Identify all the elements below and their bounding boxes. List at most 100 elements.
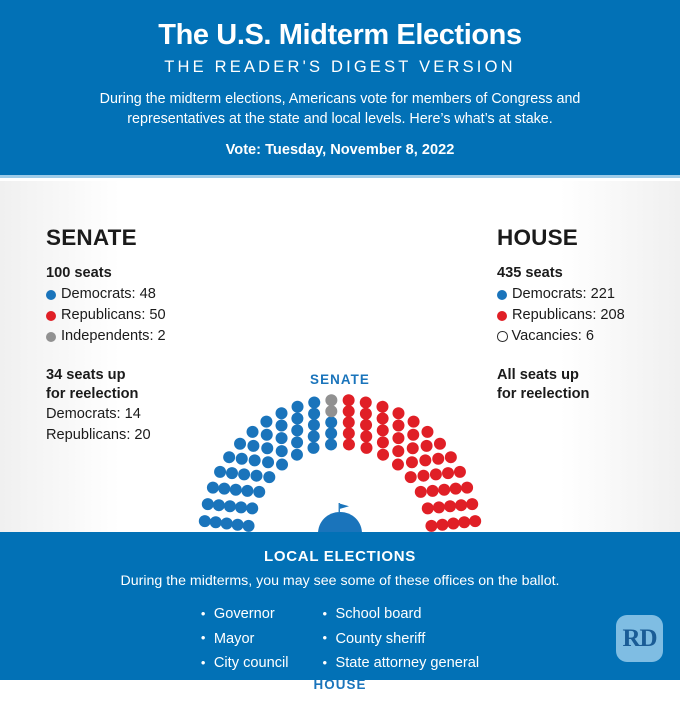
seat-dot	[225, 467, 238, 480]
left-gradient	[0, 181, 120, 532]
seat-dot	[201, 498, 214, 511]
blue-dot-icon	[46, 289, 56, 300]
list-item: Governor	[201, 602, 289, 627]
seat-dot	[261, 442, 274, 455]
seat-dot	[360, 419, 373, 432]
page-subtitle: THE READER'S DIGEST VERSION	[164, 58, 516, 76]
offices-column-1: Governor Mayor City council	[201, 602, 289, 676]
seat-dot	[308, 396, 321, 409]
seat-dot	[421, 425, 434, 438]
readers-digest-logo: RD	[616, 615, 663, 662]
seat-dot	[392, 419, 405, 432]
seat-dot	[342, 416, 355, 429]
house-legend-label: Republicans: 208	[512, 307, 625, 323]
senate-heading: SENATE	[46, 225, 137, 250]
seat-dot	[406, 442, 419, 455]
seat-dot	[404, 471, 417, 484]
seat-dot	[342, 405, 355, 418]
blue-dot-icon	[497, 289, 507, 300]
red-dot-icon	[46, 310, 56, 321]
seat-dot	[425, 519, 438, 532]
list-item: County sheriff	[323, 626, 480, 652]
house-legend-label: Vacancies: 6	[511, 328, 594, 344]
seat-dot	[442, 467, 455, 480]
seat-dot	[447, 517, 460, 530]
seat-dot	[359, 396, 372, 409]
house-legend-republicans: Republicans: 208	[497, 305, 680, 326]
seat-dot	[291, 436, 304, 449]
senate-legend-label: Democrats: 48	[61, 286, 156, 302]
seat-dot	[246, 425, 259, 438]
list-item: Mayor	[201, 626, 289, 652]
seat-dot	[421, 502, 434, 515]
seat-dot	[214, 465, 227, 478]
seat-dot	[260, 415, 273, 428]
house-panel: HOUSE 435 seats Democrats: 221 Republica…	[497, 225, 680, 404]
seat-dot	[209, 516, 222, 529]
house-reelection-heading-line1: All seats up	[497, 367, 579, 383]
seat-dot	[307, 430, 320, 443]
seat-dot	[376, 424, 389, 437]
seat-dot	[234, 437, 247, 450]
hollow-circle-icon	[497, 331, 508, 342]
seat-dot	[436, 518, 449, 531]
seat-dot	[248, 454, 261, 467]
house-legend-democrats: Democrats: 221	[497, 284, 680, 305]
seat-dot	[469, 515, 482, 528]
seat-dot	[275, 407, 288, 420]
diagram-senate-label: SENATE	[310, 372, 370, 387]
red-dot-icon	[497, 310, 507, 321]
seat-dot	[392, 407, 405, 420]
seat-dot	[241, 484, 254, 497]
seat-dot	[308, 407, 321, 420]
seat-dot	[392, 432, 405, 445]
senate-reelection-republicans: Republicans: 20	[46, 427, 151, 443]
seat-dot	[342, 438, 355, 451]
seat-dot	[275, 432, 288, 445]
seat-dot	[325, 416, 338, 429]
senate-panel: SENATE 100 seats Democrats: 48 Republica…	[46, 225, 236, 446]
seat-dot	[455, 499, 468, 512]
header-divider	[0, 175, 680, 178]
senate-legend-republicans: Republicans: 50	[46, 305, 236, 326]
seat-dot	[376, 412, 389, 425]
seat-dot	[444, 451, 457, 464]
seat-dot	[307, 419, 320, 432]
seat-dot	[325, 427, 338, 440]
logo-text: RD	[622, 625, 657, 652]
seat-dot	[407, 415, 420, 428]
infographic-page: The U.S. Midterm Elections THE READER'S …	[0, 0, 680, 680]
seat-dot	[198, 515, 211, 528]
seat-dot	[429, 468, 442, 481]
seat-dot	[206, 481, 219, 494]
seat-dot	[253, 485, 266, 498]
seat-dot	[432, 501, 445, 514]
seat-dot	[342, 427, 355, 440]
seat-dot	[342, 394, 355, 407]
footer-note: During the midterms, you may see some of…	[120, 573, 560, 589]
seat-dot	[291, 412, 304, 425]
seat-dot	[246, 502, 259, 515]
seat-dot	[229, 483, 242, 496]
offices-lists: Governor Mayor City council School board…	[0, 602, 680, 676]
seat-dot	[223, 500, 236, 513]
senate-legend-label: Republicans: 50	[61, 307, 166, 323]
seat-dot	[466, 498, 479, 511]
seat-dot	[376, 400, 389, 413]
header-banner: The U.S. Midterm Elections THE READER'S …	[0, 0, 680, 178]
seat-dot	[238, 468, 251, 481]
house-reelection-block: All seats up for reelection	[497, 366, 680, 404]
local-elections-banner: LOCAL ELECTIONS During the midterms, you…	[0, 532, 680, 680]
senate-reelection-democrats: Democrats: 14	[46, 406, 141, 422]
seat-dot	[275, 419, 288, 432]
seat-dot	[307, 441, 320, 454]
vote-date: Vote: Tuesday, November 8, 2022	[225, 142, 455, 158]
seat-dot	[414, 485, 427, 498]
seat-dot	[247, 439, 260, 452]
right-gradient	[560, 181, 680, 532]
seat-dot	[325, 438, 338, 451]
page-title: The U.S. Midterm Elections	[158, 19, 522, 51]
seat-dot	[405, 456, 418, 469]
seat-dot	[438, 483, 451, 496]
list-item: School board	[323, 602, 480, 627]
